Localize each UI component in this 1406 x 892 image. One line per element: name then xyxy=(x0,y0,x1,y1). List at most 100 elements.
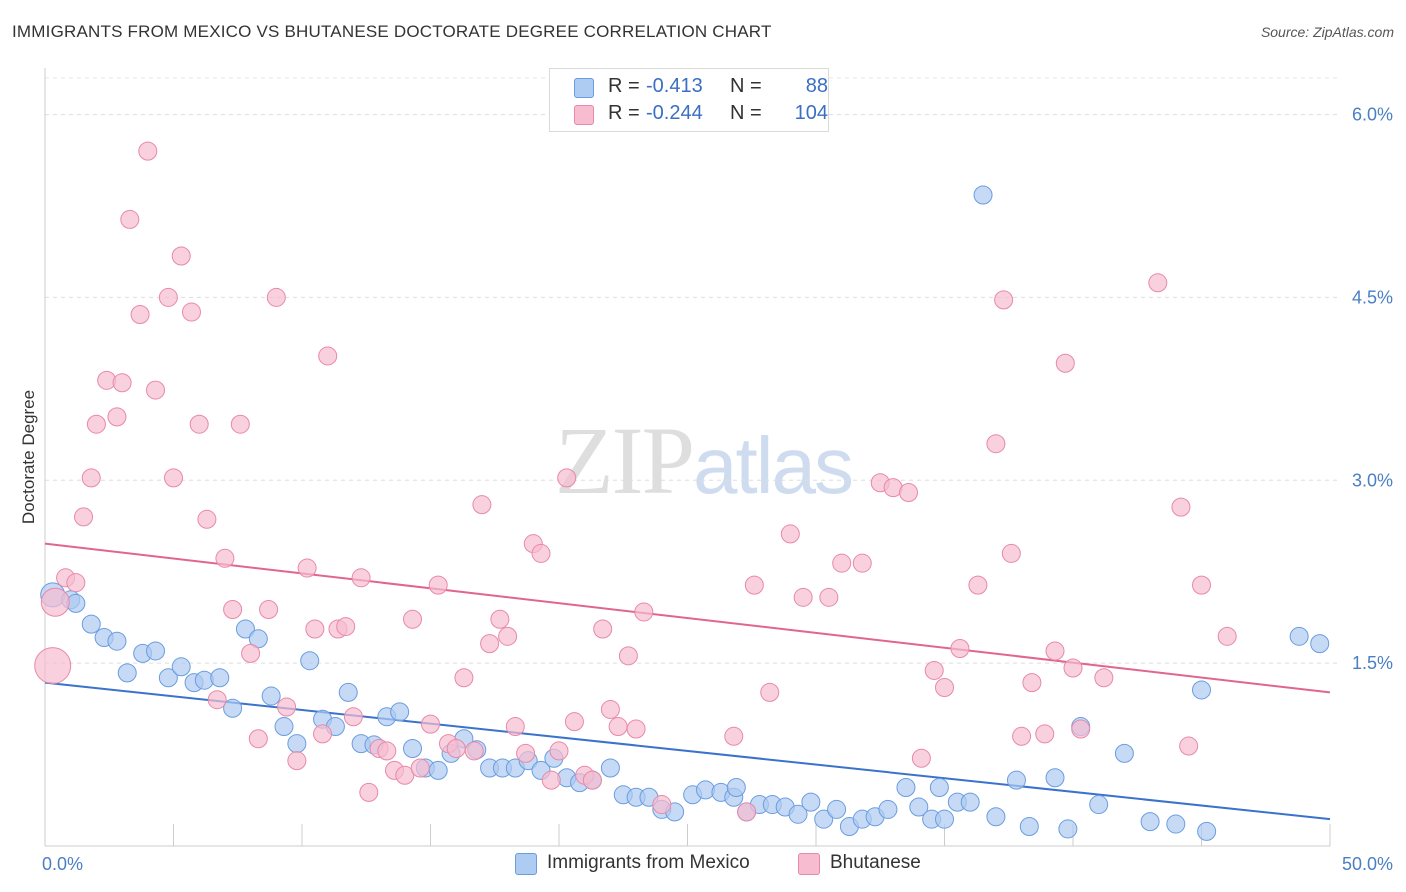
legend-n-value: 104 xyxy=(794,102,828,124)
point-mexico xyxy=(403,738,423,758)
point-bhutanese xyxy=(950,639,970,659)
axes xyxy=(44,68,1331,847)
point-bhutanese xyxy=(724,726,744,746)
point-bhutanese xyxy=(215,548,235,568)
trend-line-bhutanese xyxy=(44,542,1331,694)
point-bhutanese xyxy=(911,748,931,768)
point-mexico xyxy=(274,717,294,737)
point-bhutanese xyxy=(1001,543,1021,563)
point-mexico xyxy=(896,777,916,797)
point-mexico xyxy=(788,804,808,824)
point-bhutanese xyxy=(305,619,325,639)
point-bhutanese xyxy=(120,209,140,229)
point-bhutanese xyxy=(819,587,839,607)
point-mexico xyxy=(986,807,1006,827)
y-tick-label: 1.5% xyxy=(1352,653,1393,673)
point-bhutanese xyxy=(1094,668,1114,688)
y-tick-label: 4.5% xyxy=(1352,287,1393,307)
legend-r-label: R = xyxy=(608,102,640,124)
point-mexico xyxy=(827,799,847,819)
point-mexico xyxy=(1310,634,1330,654)
point-bhutanese xyxy=(74,507,94,527)
point-bhutanese xyxy=(1071,719,1091,739)
point-bhutanese xyxy=(472,495,492,515)
point-mexico xyxy=(814,809,834,829)
point-mexico xyxy=(261,686,281,706)
point-bhutanese xyxy=(138,141,158,161)
grid-lines xyxy=(45,77,1338,664)
correlation-legend: R = -0.413 N = 88 R = -0.244 N = 104 xyxy=(549,68,829,132)
point-bhutanese xyxy=(793,587,813,607)
y-tick-label: 3.0% xyxy=(1352,470,1393,490)
point-bhutanese xyxy=(146,380,166,400)
tick-labels: 1.5% 3.0% 4.5% 6.0% 0.0% 50.0% xyxy=(42,105,1393,874)
point-bhutanese xyxy=(351,568,371,588)
legend-r-label: R = xyxy=(608,75,640,97)
point-bhutanese xyxy=(1035,724,1055,744)
point-mexico xyxy=(1006,770,1026,790)
point-bhutanese xyxy=(446,738,466,758)
point-bhutanese xyxy=(1055,353,1075,373)
point-mexico xyxy=(158,668,178,688)
point-mexico xyxy=(171,657,191,677)
point-bhutanese xyxy=(297,558,317,578)
legend-swatch-mexico xyxy=(574,78,594,98)
x-tick-label: 0.0% xyxy=(42,854,83,874)
legend-n-value: 88 xyxy=(805,75,828,97)
point-bhutanese xyxy=(626,719,646,739)
point-bhutanese xyxy=(780,524,800,544)
point-bhutanese xyxy=(266,287,286,307)
point-mexico xyxy=(210,668,230,688)
point-mexico xyxy=(248,629,268,649)
watermark-atlas: atlas xyxy=(693,421,854,510)
point-bhutanese xyxy=(81,468,101,488)
point-bhutanese xyxy=(181,302,201,322)
point-bhutanese xyxy=(158,287,178,307)
point-bhutanese xyxy=(549,741,569,761)
point-mexico xyxy=(960,792,980,812)
point-mexico xyxy=(600,758,620,778)
y-axis-title: Doctorate Degree xyxy=(19,390,38,524)
point-bhutanese xyxy=(600,699,620,719)
point-mexico xyxy=(1114,743,1134,763)
point-bhutanese xyxy=(852,553,872,573)
point-bhutanese xyxy=(107,407,127,427)
point-mexico xyxy=(107,631,127,651)
data-points xyxy=(34,141,1330,841)
point-bhutanese xyxy=(336,617,356,637)
y-tick-label: 6.0% xyxy=(1352,105,1393,125)
x-tick-label: 50.0% xyxy=(1342,854,1393,874)
point-mexico xyxy=(935,809,954,829)
point-bhutanese xyxy=(421,714,440,734)
point-bhutanese xyxy=(189,414,209,434)
trend-line-mexico xyxy=(44,681,1331,821)
point-mexico xyxy=(223,698,243,718)
point-bhutanese xyxy=(1012,726,1032,746)
point-bhutanese xyxy=(454,668,474,688)
point-bhutanese xyxy=(968,575,988,595)
point-mexico xyxy=(1192,680,1211,700)
point-mexico xyxy=(117,663,137,683)
point-bhutanese xyxy=(986,434,1006,454)
series-swatch-bhutanese xyxy=(798,853,820,875)
point-bhutanese xyxy=(34,647,72,685)
point-bhutanese xyxy=(593,619,613,639)
watermark-zip: ZIP xyxy=(555,407,695,514)
series-label-bhutanese: Bhutanese xyxy=(830,852,921,873)
point-bhutanese xyxy=(223,600,243,620)
point-mexico xyxy=(390,702,410,722)
point-bhutanese xyxy=(230,414,250,434)
point-mexico xyxy=(338,682,358,702)
point-bhutanese xyxy=(207,690,227,710)
point-bhutanese xyxy=(130,304,150,324)
point-bhutanese xyxy=(1045,641,1065,661)
point-bhutanese xyxy=(1179,736,1199,756)
point-bhutanese xyxy=(464,741,484,761)
point-bhutanese xyxy=(164,468,183,488)
point-bhutanese xyxy=(377,741,397,761)
point-bhutanese xyxy=(498,626,518,646)
point-bhutanese xyxy=(343,707,363,727)
point-bhutanese xyxy=(634,602,654,622)
point-mexico xyxy=(1289,626,1309,646)
point-bhutanese xyxy=(428,575,448,595)
